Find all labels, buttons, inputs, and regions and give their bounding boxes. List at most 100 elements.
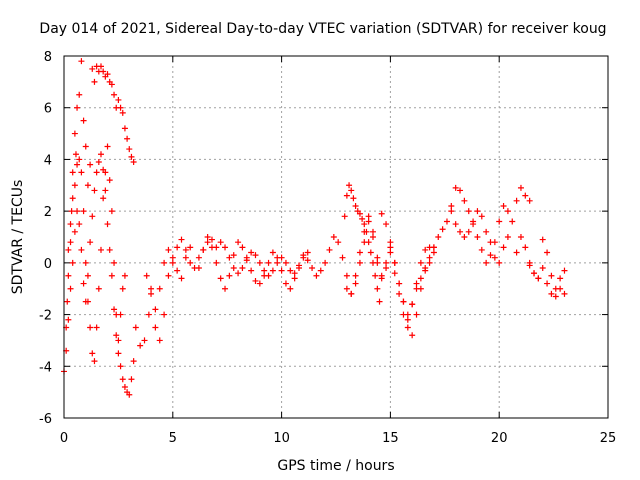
series-trace-11 [378, 210, 433, 323]
series-trace-12 [430, 184, 533, 266]
data-point [68, 208, 75, 215]
data-point [352, 202, 359, 209]
data-point [522, 244, 529, 251]
data-point [119, 376, 126, 383]
data-point [187, 244, 194, 251]
data-point [278, 267, 285, 274]
data-point [430, 249, 437, 256]
data-point [396, 280, 403, 287]
data-point [65, 246, 72, 253]
data-point [413, 285, 420, 292]
data-point [95, 159, 102, 166]
data-point [552, 293, 559, 300]
data-point [248, 267, 255, 274]
data-point [69, 169, 76, 176]
x-tick-label: 20 [491, 431, 508, 446]
data-point [174, 267, 181, 274]
data-point [291, 275, 298, 282]
data-point [87, 161, 94, 168]
data-point [80, 208, 87, 215]
data-point [121, 383, 128, 390]
data-point [69, 195, 76, 202]
data-point [517, 234, 524, 240]
data-point [252, 277, 259, 284]
data-point [443, 218, 450, 225]
data-point [378, 272, 385, 279]
data-point [509, 218, 516, 225]
data-point [82, 259, 89, 266]
data-point [169, 259, 176, 266]
data-point [217, 275, 224, 282]
data-point [348, 187, 355, 194]
data-point [161, 311, 168, 318]
data-point [89, 350, 96, 357]
data-points [61, 58, 568, 398]
data-point [89, 65, 96, 72]
data-point [84, 272, 91, 279]
data-point [365, 218, 372, 225]
data-point [343, 272, 350, 279]
data-point [465, 228, 472, 235]
data-point [352, 280, 359, 287]
data-point [400, 298, 407, 305]
x-tick-label: 25 [600, 431, 617, 446]
data-point [413, 311, 420, 318]
data-point [174, 244, 181, 251]
data-point [222, 244, 229, 251]
data-point [282, 280, 289, 287]
series-trace-3 [63, 151, 128, 357]
data-point [252, 252, 259, 259]
data-point [330, 234, 337, 240]
data-point [387, 239, 394, 246]
data-point [300, 254, 307, 261]
data-point [256, 259, 263, 266]
data-point [80, 117, 87, 124]
y-tick-label: -2 [39, 309, 52, 324]
data-point [426, 254, 433, 261]
data-point [557, 285, 564, 292]
data-point [500, 202, 507, 209]
data-point [265, 272, 272, 279]
y-tick-label: 4 [44, 153, 52, 168]
data-point [156, 285, 163, 292]
data-point [361, 228, 368, 235]
data-point [439, 226, 446, 233]
data-point [478, 246, 485, 253]
data-point [539, 265, 546, 272]
data-point [115, 350, 122, 357]
data-point [230, 265, 237, 272]
data-point [296, 262, 303, 269]
data-point [474, 208, 481, 215]
data-point [339, 254, 346, 261]
data-point [248, 249, 255, 256]
y-tick-label: 2 [44, 205, 52, 220]
data-point [104, 221, 111, 228]
data-point [226, 254, 233, 261]
data-point [117, 104, 124, 111]
data-point [256, 280, 263, 287]
data-point [269, 267, 276, 274]
data-point [387, 249, 394, 256]
data-point [195, 265, 202, 272]
data-point [356, 210, 363, 217]
data-point [539, 236, 546, 243]
data-point [404, 316, 411, 323]
data-point [309, 265, 316, 272]
data-point [413, 280, 420, 287]
data-point [487, 252, 494, 259]
data-point [461, 197, 468, 204]
data-point [491, 254, 498, 261]
data-point [235, 270, 242, 277]
x-tick-label: 15 [382, 431, 399, 446]
data-point [95, 285, 102, 292]
data-point [91, 358, 98, 365]
data-point [104, 143, 111, 150]
data-point [430, 244, 437, 251]
data-point [448, 202, 455, 209]
x-tick-label: 5 [169, 431, 177, 446]
data-point [383, 265, 390, 272]
data-point [126, 146, 133, 153]
data-point [141, 337, 148, 344]
data-point [304, 249, 311, 256]
data-point [91, 78, 98, 85]
